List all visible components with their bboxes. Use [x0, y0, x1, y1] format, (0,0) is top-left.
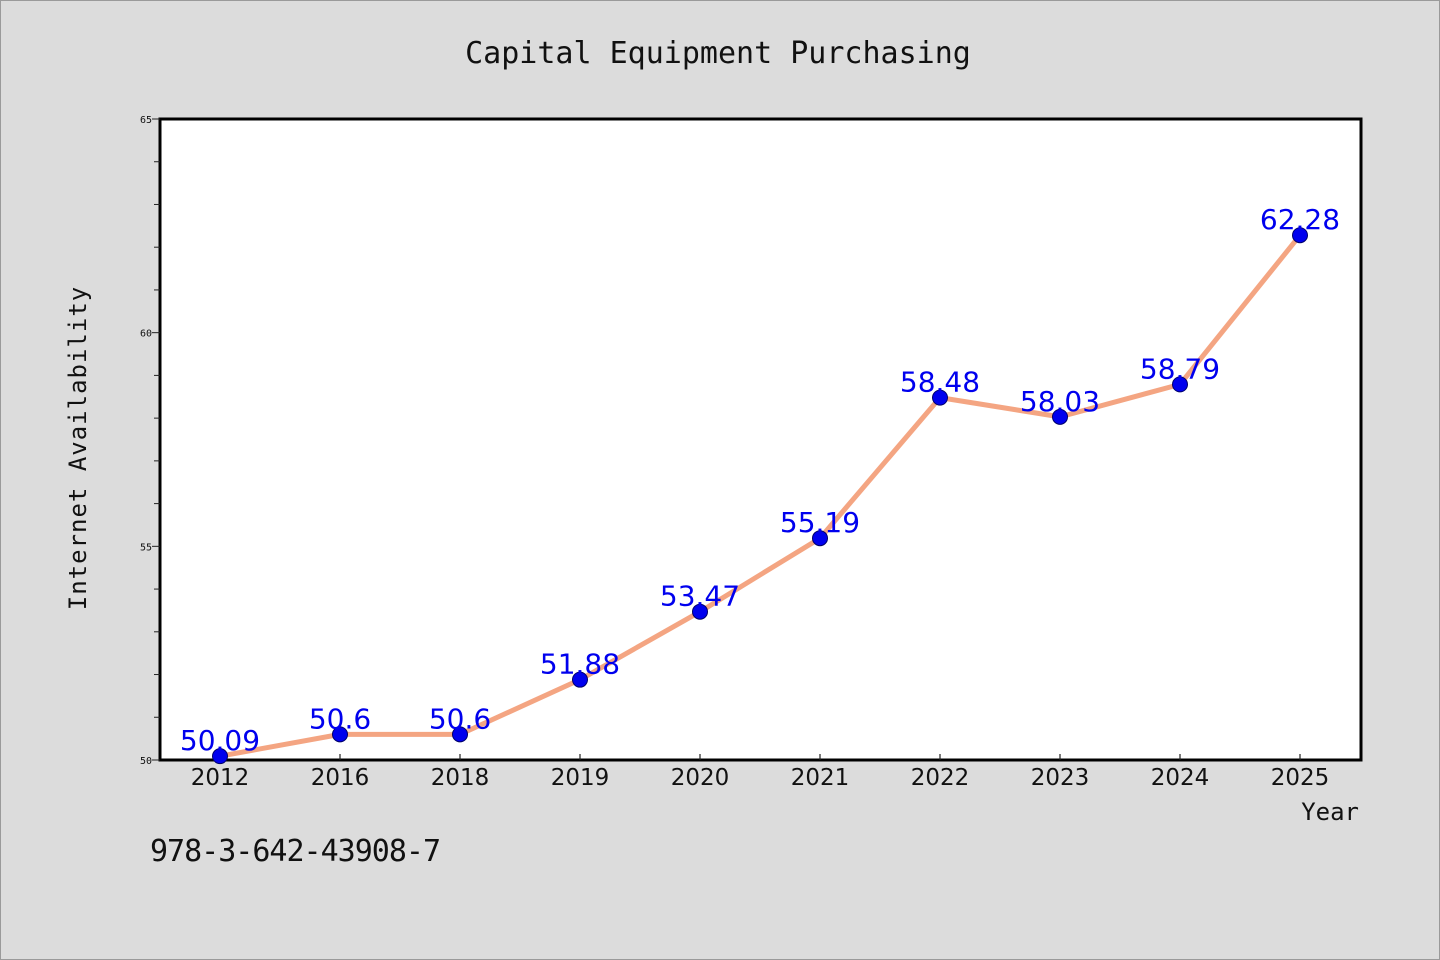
y-axis-label: Internet Availability	[64, 286, 92, 610]
data-label: 62.28	[1260, 203, 1340, 236]
data-point	[692, 603, 708, 620]
x-tick-label: 2020	[671, 765, 730, 791]
x-tick-label: 2024	[1151, 765, 1210, 791]
x-tick-label: 2018	[431, 765, 490, 791]
data-label: 51.88	[540, 648, 620, 681]
chart-title: Capital Equipment Purchasing	[465, 36, 971, 71]
data-point	[572, 671, 588, 688]
plot-area	[158, 117, 1363, 762]
y-tick-label: 50	[140, 756, 152, 767]
data-label: 53.47	[660, 580, 740, 613]
x-tick-label: 2025	[1271, 765, 1330, 791]
data-label: 58.79	[1140, 352, 1220, 385]
x-tick-label: 2012	[191, 765, 250, 791]
y-tick-label: 60	[140, 329, 152, 340]
data-point	[212, 748, 228, 765]
y-tick-label: 65	[140, 115, 152, 126]
x-tick-label: 2019	[551, 765, 610, 791]
x-axis: 2012 2016 2018 2019 2020 2021 2022 2023 2024 2025	[191, 754, 1330, 791]
footer-code: 978-3-642-43908-7	[150, 834, 441, 869]
x-axis-label: Year	[1301, 798, 1359, 826]
data-label: 50.09	[180, 724, 260, 757]
x-tick-label: 2022	[911, 765, 970, 791]
data-label: 58.03	[1020, 385, 1100, 418]
x-tick-label: 2023	[1031, 765, 1090, 791]
y-tick-label: 55	[140, 542, 152, 553]
x-tick-label: 2021	[791, 765, 850, 791]
series-line-group	[217, 232, 1303, 759]
data-point	[332, 726, 348, 743]
series-line	[217, 232, 1303, 759]
data-label: 50.6	[309, 702, 371, 735]
data-point	[812, 530, 828, 547]
data-point	[452, 726, 468, 743]
data-labels: 50.09 50.6 50.6 51.88 53.47 55.19 58.48 58.03 58…	[180, 203, 1340, 757]
data-point	[1172, 376, 1188, 393]
data-label: 50.6	[429, 702, 491, 735]
data-point	[1292, 227, 1308, 244]
data-point	[1052, 408, 1068, 425]
x-tick-label: 2016	[311, 765, 370, 791]
data-label: 58.48	[900, 366, 980, 399]
data-label: 55.19	[780, 506, 860, 539]
data-points	[212, 227, 1308, 765]
y-axis: 50 55 60 65	[140, 115, 160, 767]
data-point	[932, 389, 948, 406]
